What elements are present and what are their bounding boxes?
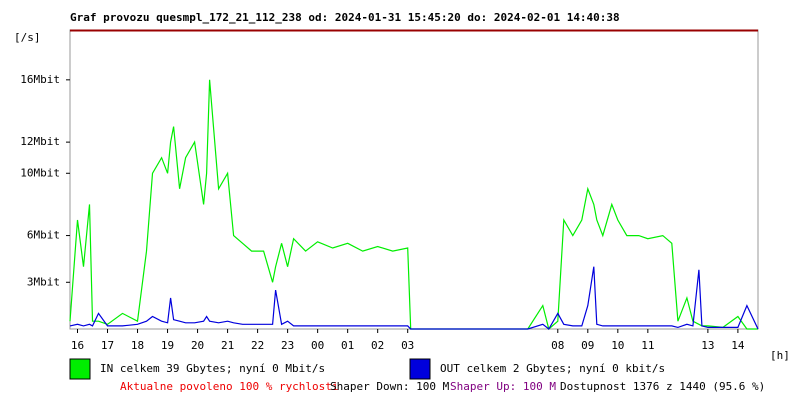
x-tick-label: 22 bbox=[251, 339, 264, 352]
x-tick-label: 10 bbox=[611, 339, 624, 352]
x-tick-label: 16 bbox=[71, 339, 84, 352]
x-tick-label: 20 bbox=[191, 339, 204, 352]
footer-text: Dostupnost 1376 z 1440 (95.6 %) bbox=[560, 380, 765, 393]
x-tick-label: 23 bbox=[281, 339, 294, 352]
x-tick-label: 11 bbox=[641, 339, 654, 352]
y-axis-label: [/s] bbox=[14, 31, 41, 44]
x-tick-label: 09 bbox=[581, 339, 594, 352]
x-tick-label: 02 bbox=[371, 339, 384, 352]
x-tick-label: 21 bbox=[221, 339, 234, 352]
y-tick-label: 12Mbit bbox=[20, 135, 60, 148]
y-tick-label: 3Mbit bbox=[27, 275, 60, 288]
legend-swatch bbox=[409, 358, 431, 380]
x-tick-label: 13 bbox=[701, 339, 714, 352]
y-tick-label: 6Mbit bbox=[27, 229, 60, 242]
series-line bbox=[69, 79, 758, 331]
x-tick-label: 18 bbox=[131, 339, 144, 352]
x-tick-label: 08 bbox=[551, 339, 564, 352]
x-tick-label: 19 bbox=[161, 339, 174, 352]
legend-swatch bbox=[69, 358, 91, 380]
y-tick-label: 10Mbit bbox=[20, 166, 60, 179]
series-line bbox=[69, 266, 759, 330]
legend-label: IN celkem 39 Gbytes; nyní 0 Mbit/s bbox=[100, 362, 325, 375]
x-tick-label: 17 bbox=[101, 339, 114, 352]
y-tick-label: 16Mbit bbox=[20, 73, 60, 86]
x-tick-label: 01 bbox=[341, 339, 354, 352]
x-tick-label: 00 bbox=[311, 339, 324, 352]
plot-area bbox=[69, 29, 759, 330]
legend-label: OUT celkem 2 Gbytes; nyní 0 kbit/s bbox=[440, 362, 665, 375]
x-axis-label: [h] bbox=[770, 349, 790, 362]
footer-text: Shaper Up: 100 M bbox=[450, 380, 556, 393]
x-tick-label: 03 bbox=[401, 339, 414, 352]
footer-text: Shaper Down: 100 M bbox=[330, 380, 450, 393]
chart-title: Graf provozu quesmpl_172_21_112_238 od: … bbox=[70, 11, 620, 24]
x-tick-label: 14 bbox=[731, 339, 745, 352]
footer-text: Aktualne povoleno 100 % rychlosti bbox=[120, 380, 339, 393]
